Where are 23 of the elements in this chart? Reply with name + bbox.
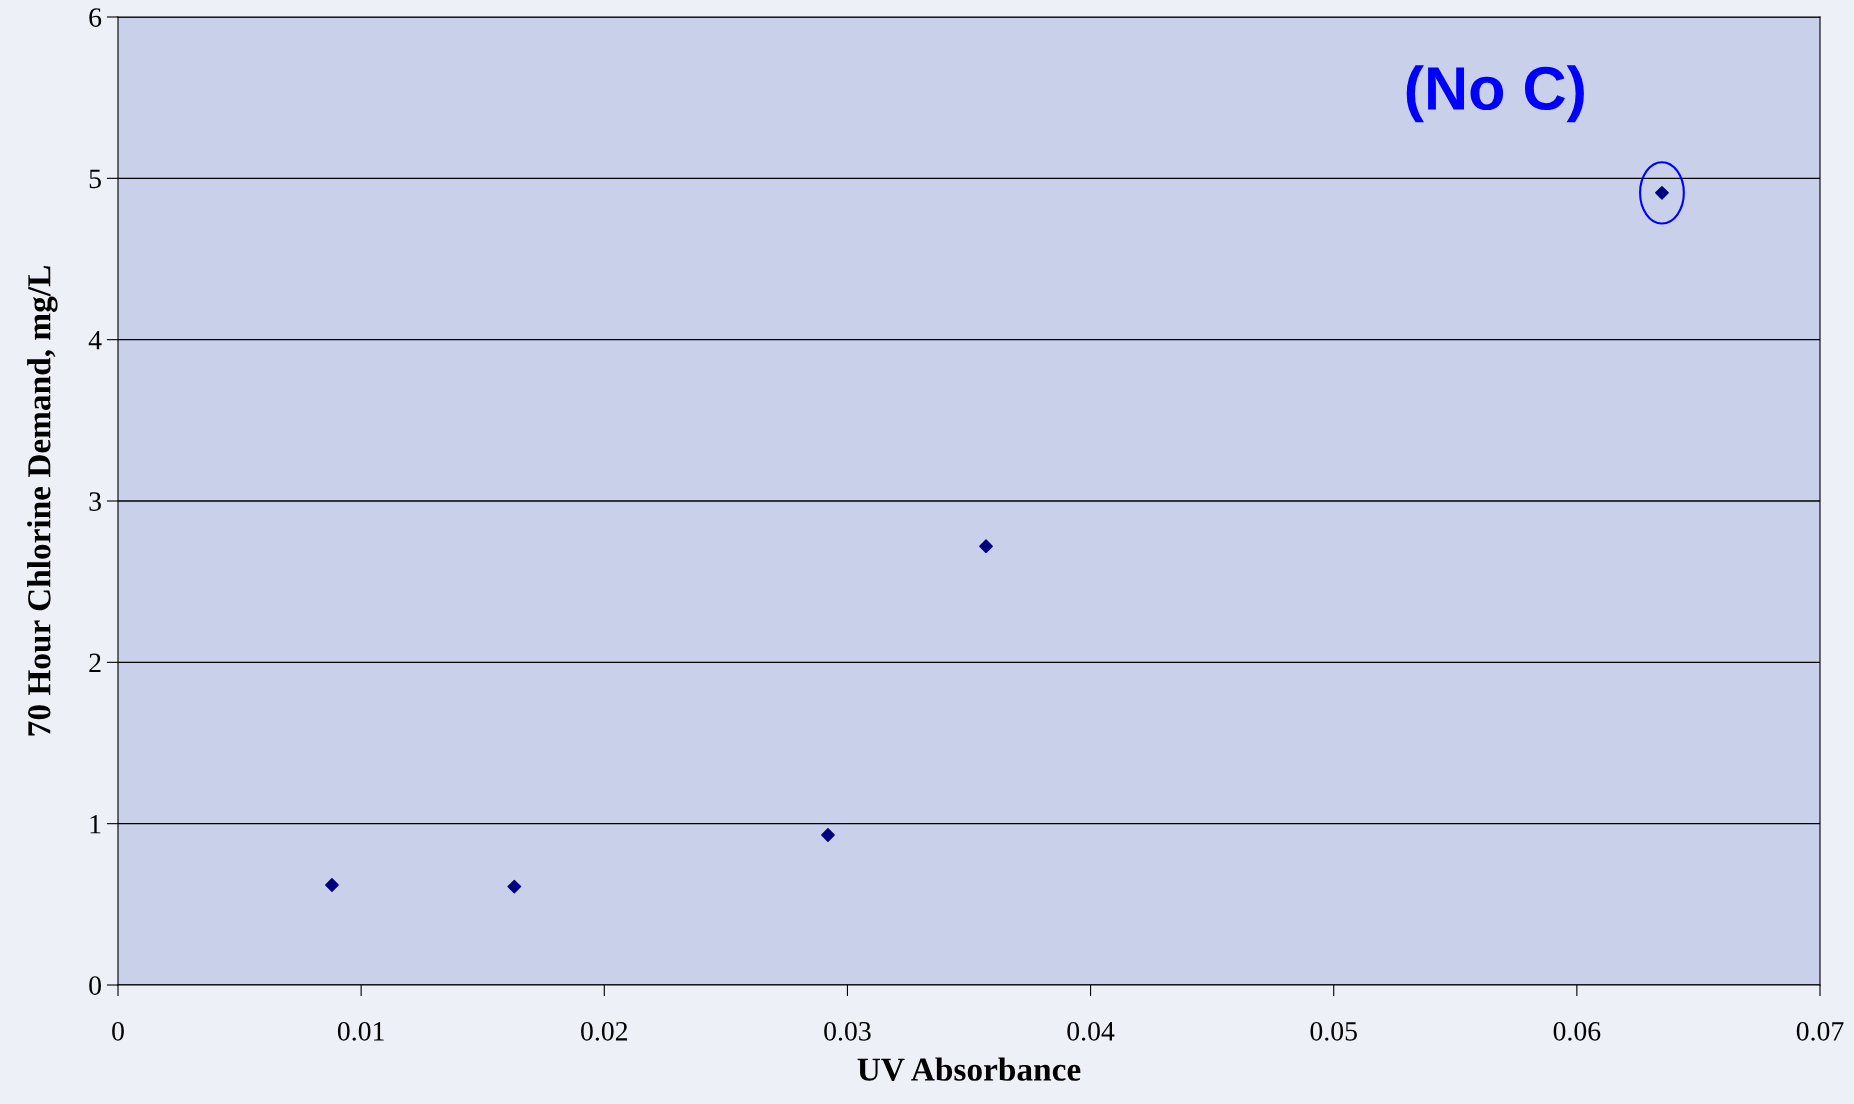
point: [325, 878, 339, 892]
x-tick-label: 0.02: [581, 1021, 628, 1041]
y-tick-label: 2: [89, 653, 101, 672]
x-tick-label: 0.03: [824, 1021, 871, 1041]
y-tick-label: 6: [89, 8, 102, 27]
y-tick-label: 1: [90, 814, 101, 834]
point: [979, 539, 993, 554]
y-axis-title: 70 Hour Chlorine Demand, mg/L: [27, 266, 58, 736]
y-tick-label: 4: [88, 331, 102, 350]
y-tick-label: 0: [89, 976, 101, 995]
x-tick-label: 0.04: [1067, 1021, 1115, 1041]
point: [1655, 185, 1669, 200]
x-tick-label: 0.01: [337, 1021, 384, 1041]
y-tick-label: 3: [89, 492, 101, 511]
x-tick-label: 0: [112, 1021, 124, 1041]
x-tick-label: 0.07: [1796, 1021, 1844, 1041]
x-tick-label: 0.06: [1553, 1021, 1601, 1041]
x-tick-label: 0.05: [1310, 1021, 1357, 1041]
y-tick-label: 5: [89, 169, 101, 189]
annotation: (No C): [1406, 65, 1584, 123]
point: [821, 828, 835, 842]
point: [507, 879, 522, 894]
x-axis-title: UV Absorbance: [857, 1057, 1081, 1082]
